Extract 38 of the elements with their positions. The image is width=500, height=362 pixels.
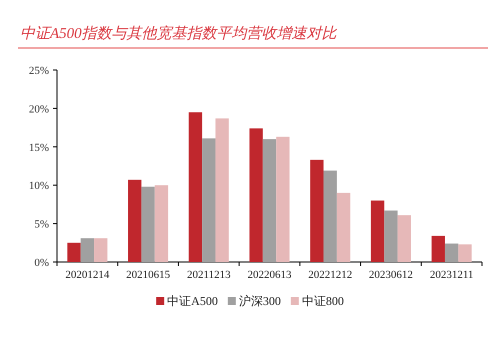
bar xyxy=(141,186,155,262)
y-tick-label: 15% xyxy=(28,142,49,154)
y-tick-label: 10% xyxy=(28,180,49,192)
bar xyxy=(249,128,263,262)
x-tick-label: 20220613 xyxy=(248,269,292,281)
chart-title: 中证A500指数与其他宽基指数平均营收增速对比 xyxy=(20,25,338,42)
bar xyxy=(336,192,350,262)
bar xyxy=(202,138,216,262)
bar xyxy=(262,139,276,262)
bar xyxy=(324,170,337,262)
bar xyxy=(458,244,472,262)
legend-label: 沪深300 xyxy=(238,294,281,308)
x-tick-label: 20231211 xyxy=(430,269,474,281)
bar xyxy=(398,215,411,262)
bar xyxy=(276,136,290,262)
bar xyxy=(128,180,142,262)
x-tick-label: 20221212 xyxy=(308,269,352,281)
bar xyxy=(370,200,384,262)
x-tick-label: 20211213 xyxy=(186,269,232,281)
bar xyxy=(432,236,445,262)
bar xyxy=(310,160,324,262)
bar xyxy=(94,238,108,262)
bar xyxy=(80,238,94,262)
bar xyxy=(154,185,168,262)
y-tick-label: 5% xyxy=(34,218,49,231)
y-tick-label: 0% xyxy=(34,257,49,269)
legend-label: 中证A500 xyxy=(167,294,218,308)
x-tick-label: 20201214 xyxy=(65,269,110,281)
bar xyxy=(215,118,229,262)
bar xyxy=(188,112,202,262)
x-tick-label: 20230612 xyxy=(368,269,413,281)
bar xyxy=(444,244,458,262)
x-tick-label: 20210615 xyxy=(126,269,171,281)
legend-label: 中证800 xyxy=(302,294,344,308)
bar xyxy=(384,210,398,262)
y-tick-label: 25% xyxy=(28,65,49,77)
bar xyxy=(67,242,81,262)
y-tick-label: 20% xyxy=(28,103,49,116)
